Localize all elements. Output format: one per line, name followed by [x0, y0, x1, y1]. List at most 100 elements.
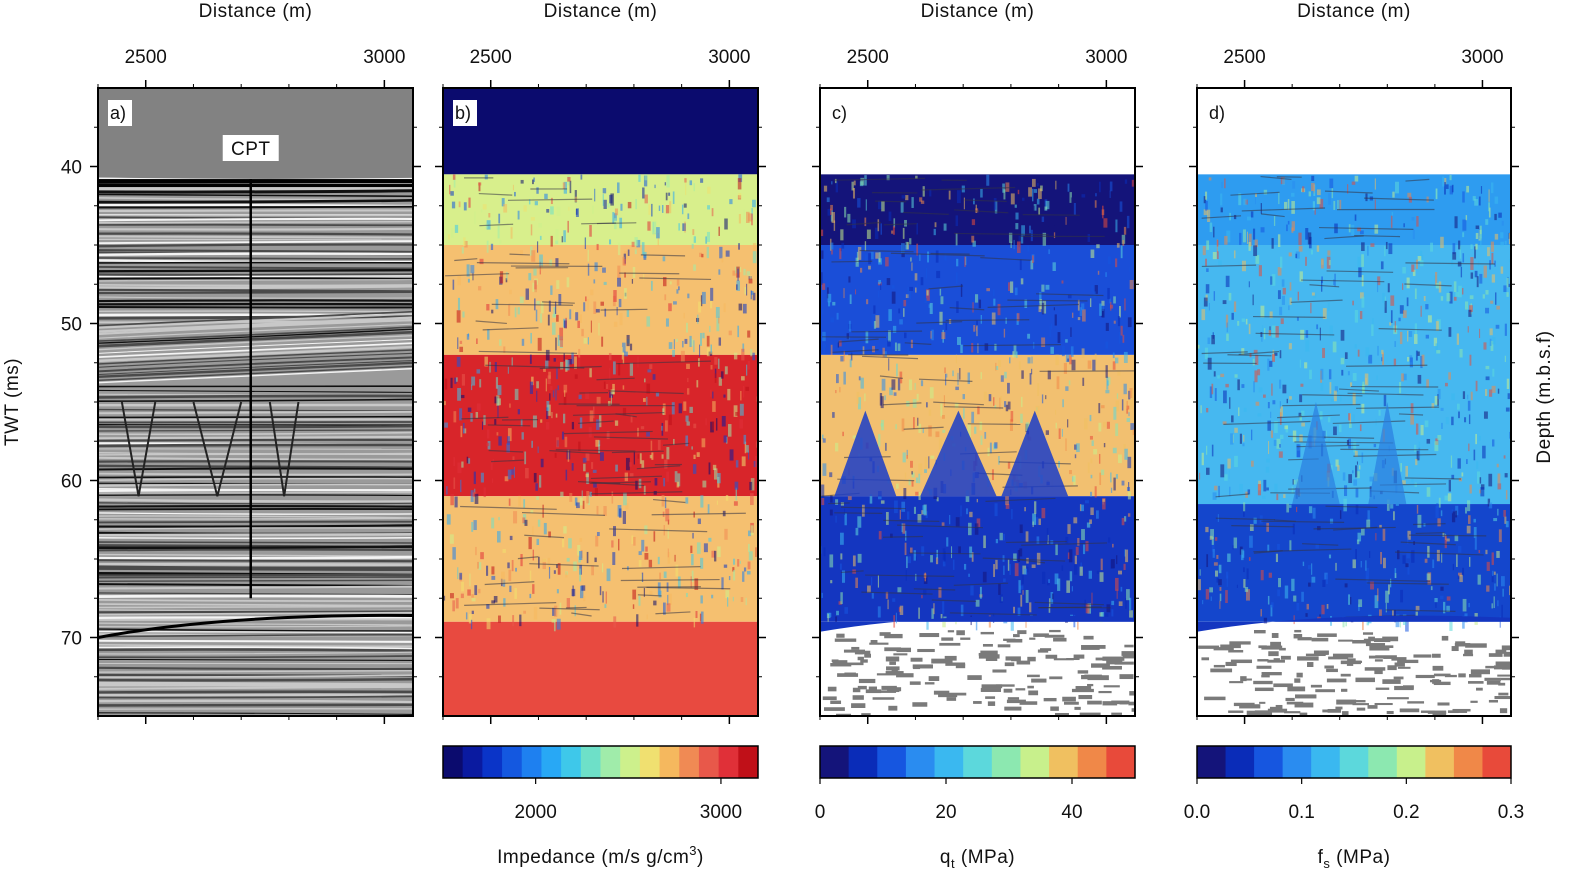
texture-speck [1473, 449, 1476, 461]
base-dash [1071, 688, 1094, 693]
texture-speck [663, 571, 667, 579]
texture-speck [612, 212, 615, 224]
texture-speck [1491, 385, 1496, 393]
texture-speck [513, 511, 518, 524]
texture-speck [965, 256, 967, 266]
texture-speck [1444, 535, 1447, 549]
texture-speck [1374, 595, 1379, 609]
reflector [98, 467, 413, 471]
base-dash [1367, 705, 1378, 709]
colorbar-tick-label: 0.0 [1184, 802, 1210, 823]
texture-speck [585, 453, 590, 461]
texture-speck [918, 473, 921, 484]
texture-speck [1288, 504, 1292, 508]
texture-speck [475, 546, 477, 556]
texture-speck [1352, 300, 1354, 306]
texture-speck [1067, 524, 1071, 534]
base-dash [1295, 694, 1317, 699]
colorbar-swatch [848, 746, 878, 778]
texture-speck [1073, 203, 1076, 215]
texture-speck [1040, 185, 1043, 192]
reflector-streak [982, 557, 1066, 562]
x-tick-label: 2500 [125, 47, 167, 68]
texture-speck [693, 423, 697, 429]
reflector-streak [987, 303, 1079, 308]
base-dash [1305, 653, 1326, 657]
texture-speck [519, 296, 524, 304]
texture-speck [548, 371, 551, 379]
texture-speck [692, 532, 694, 539]
texture-speck [999, 532, 1003, 541]
texture-speck [1115, 577, 1119, 591]
texture-speck [1238, 407, 1240, 417]
texture-speck [987, 447, 990, 457]
texture-speck [891, 291, 896, 304]
reflector [98, 410, 413, 415]
texture-speck [909, 238, 912, 245]
texture-speck [1207, 209, 1211, 223]
texture-speck [1010, 410, 1014, 422]
texture-speck [1444, 495, 1449, 501]
base-dash [857, 656, 864, 661]
svg-text:b): b) [455, 103, 471, 123]
base-dash [1033, 633, 1049, 637]
texture-speck [830, 317, 835, 323]
texture-speck [960, 283, 963, 297]
texture-speck [871, 313, 875, 327]
texture-speck [901, 243, 905, 254]
texture-speck [488, 212, 491, 218]
base-dash [1470, 669, 1490, 675]
texture-speck [1418, 447, 1421, 459]
texture-speck [644, 194, 648, 204]
texture-speck [550, 197, 553, 205]
texture-speck [1379, 609, 1382, 621]
texture-speck [551, 619, 556, 623]
reflector-streak [904, 342, 932, 345]
texture-speck [567, 449, 570, 462]
texture-speck [1475, 232, 1479, 239]
base-dash [1027, 674, 1040, 678]
texture-speck [712, 391, 714, 399]
texture-speck [1129, 388, 1133, 399]
texture-speck [1403, 223, 1405, 228]
texture-speck [916, 393, 919, 401]
base-dash [941, 637, 954, 641]
texture-speck [1478, 196, 1481, 206]
reflector [98, 316, 413, 333]
texture-speck [1270, 604, 1273, 617]
texture-speck [689, 335, 692, 348]
texture-speck [868, 253, 872, 265]
base-dash [1271, 633, 1279, 638]
texture-speck [907, 556, 911, 564]
texture-speck [601, 563, 604, 573]
base-dash [1225, 661, 1237, 667]
reflector-streak [1019, 559, 1046, 564]
texture-speck [665, 318, 669, 327]
texture-speck [490, 243, 494, 250]
texture-speck [1378, 410, 1381, 416]
texture-speck [878, 531, 882, 540]
texture-speck [1041, 302, 1045, 315]
texture-speck [587, 249, 589, 262]
base-dash [1432, 665, 1444, 671]
svg-text:a): a) [110, 103, 126, 123]
reflector-streak [862, 355, 919, 360]
texture-speck [1246, 231, 1249, 244]
reflector-streak [1324, 190, 1373, 194]
texture-speck [1483, 411, 1488, 419]
texture-speck [737, 178, 742, 190]
texture-speck [734, 481, 739, 490]
texture-speck [469, 275, 473, 280]
texture-speck [617, 277, 622, 287]
texture-speck [826, 287, 829, 299]
reflector-streak [491, 459, 524, 463]
texture-speck [906, 556, 908, 569]
texture-speck [1125, 598, 1127, 609]
texture-speck [1045, 284, 1050, 290]
texture-speck [1373, 443, 1377, 448]
texture-speck [1477, 574, 1481, 585]
texture-speck [613, 290, 617, 302]
texture-speck [1329, 382, 1332, 394]
texture-speck [1455, 291, 1459, 297]
texture-speck [1501, 220, 1504, 226]
